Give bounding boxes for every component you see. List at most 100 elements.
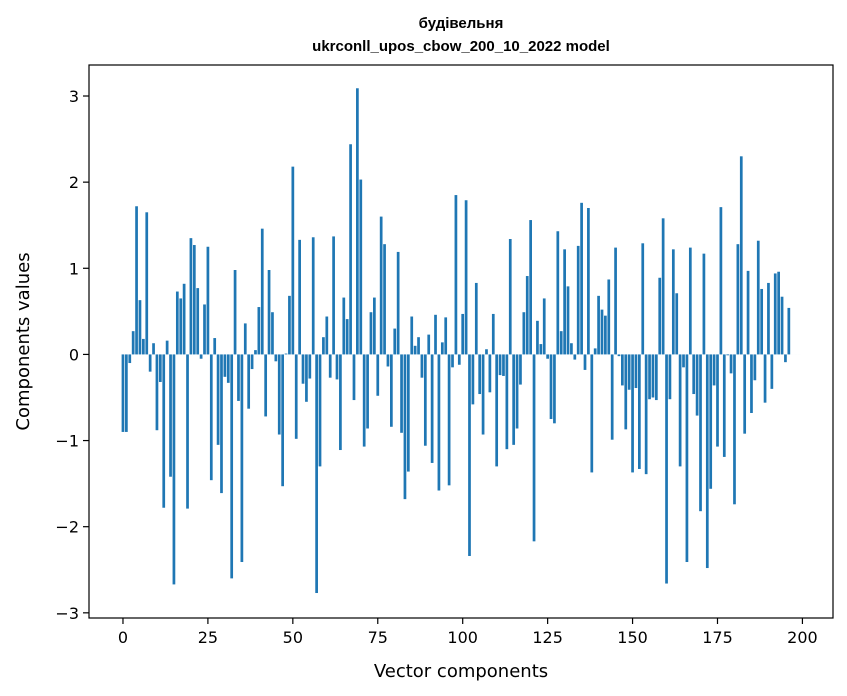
bar-27 [213, 338, 217, 355]
bar-156 [651, 354, 655, 398]
bar-117 [519, 354, 522, 385]
bar-190 [767, 282, 770, 355]
bar-129 [559, 331, 563, 355]
bar-113 [505, 354, 509, 450]
bar-80 [393, 328, 397, 355]
bar-4 [135, 206, 138, 355]
bar-112 [502, 354, 505, 376]
bar-40 [257, 307, 261, 355]
bar-21 [192, 245, 196, 355]
bar-116 [515, 354, 519, 429]
bar-159 [661, 218, 665, 355]
bar-143 [607, 279, 611, 355]
bar-179 [729, 354, 733, 374]
bar-170 [699, 354, 702, 512]
bar-86 [413, 345, 417, 355]
y-tick-label-3: 0 [69, 345, 79, 364]
bar-185 [750, 354, 753, 413]
bar-144 [610, 354, 614, 440]
bar-98 [454, 195, 458, 355]
bar-165 [682, 354, 685, 368]
bar-39 [254, 350, 257, 355]
bar-33 [233, 270, 237, 355]
x-axis-label: Vector components [374, 661, 548, 682]
bar-125 [546, 354, 549, 359]
bar-0 [121, 354, 125, 432]
bar-154 [644, 354, 648, 475]
bar-46 [277, 354, 281, 435]
bar-127 [553, 354, 556, 424]
bar-109 [491, 313, 495, 355]
bar-152 [638, 354, 641, 469]
bar-43 [267, 270, 271, 355]
bar-131 [566, 286, 570, 355]
bar-194 [780, 296, 784, 355]
bar-157 [654, 354, 658, 401]
bar-110 [495, 354, 499, 467]
bar-30 [223, 354, 227, 377]
bar-180 [733, 354, 736, 505]
bar-6 [142, 338, 145, 355]
bar-51 [294, 354, 298, 439]
bar-12 [162, 354, 166, 508]
bar-52 [298, 239, 301, 355]
bar-136 [583, 354, 587, 370]
bar-84 [406, 354, 410, 472]
bar-174 [712, 354, 716, 386]
bar-32 [230, 354, 234, 579]
bar-29 [220, 354, 223, 494]
bar-79 [390, 354, 393, 427]
bar-93 [437, 354, 441, 491]
chart-subtitle: ukrconll_upos_cbow_200_10_2022 model [312, 38, 610, 55]
bar-133 [573, 354, 577, 360]
bar-20 [189, 238, 193, 355]
bar-104 [474, 282, 478, 355]
bar-68 [352, 354, 356, 401]
bar-66 [345, 319, 349, 355]
y-tick-label-5: 2 [69, 173, 79, 192]
bar-75 [376, 354, 380, 396]
bar-59 [322, 337, 325, 355]
x-tick-label-25: 25 [198, 628, 218, 647]
bar-7 [145, 212, 149, 355]
chart-title: будівельня [419, 15, 504, 32]
bar-195 [784, 354, 787, 363]
bar-162 [671, 249, 675, 355]
bar-105 [478, 354, 482, 395]
x-axis: 0 25 50 75 100 125 150 175 200 [118, 618, 818, 647]
bar-182 [739, 156, 743, 355]
x-tick-label-50: 50 [283, 628, 303, 647]
bar-126 [549, 354, 553, 420]
bar-34 [237, 354, 240, 401]
x-tick-label-150: 150 [617, 628, 648, 647]
bar-62 [332, 236, 335, 355]
bar-44 [271, 312, 274, 355]
bar-139 [593, 348, 597, 355]
bar-118 [522, 312, 526, 355]
bar-56 [311, 237, 315, 355]
bar-14 [169, 354, 172, 477]
bar-24 [203, 304, 206, 355]
bar-192 [773, 273, 777, 355]
bar-48 [284, 353, 288, 355]
bar-95 [444, 317, 448, 355]
bar-65 [342, 297, 346, 355]
bar-94 [440, 342, 444, 355]
bar-161 [668, 354, 672, 400]
bar-130 [563, 249, 566, 355]
bar-85 [410, 316, 414, 355]
x-tick-label-100: 100 [447, 628, 478, 647]
bar-150 [631, 354, 634, 473]
bar-189 [763, 354, 767, 403]
bar-196 [787, 307, 791, 355]
x-tick-label-175: 175 [702, 628, 733, 647]
bar-102 [468, 354, 471, 556]
bar-153 [641, 243, 645, 355]
bar-73 [369, 312, 373, 355]
bar-172 [705, 354, 709, 569]
bar-119 [525, 276, 529, 355]
bar-146 [617, 354, 621, 357]
bar-92 [434, 314, 437, 355]
bar-167 [688, 247, 692, 355]
